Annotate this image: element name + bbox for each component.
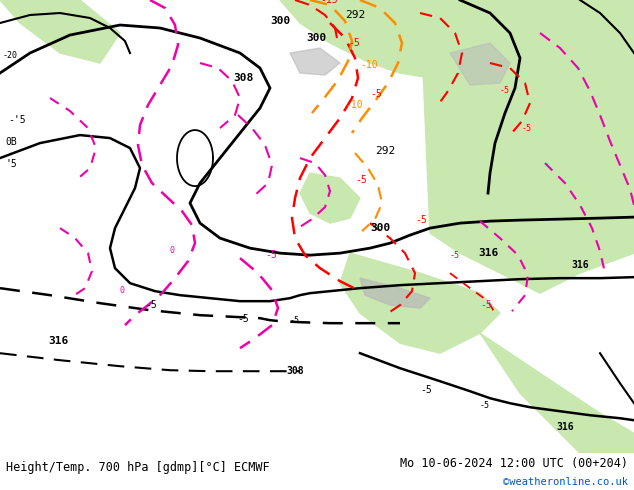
- Text: 308: 308: [286, 366, 304, 376]
- Text: -10: -10: [345, 100, 363, 110]
- Text: -5: -5: [415, 215, 427, 225]
- Text: -5: -5: [450, 251, 460, 260]
- Polygon shape: [480, 333, 634, 453]
- Polygon shape: [290, 48, 340, 75]
- Text: Height/Temp. 700 hPa [gdmp][°C] ECMWF: Height/Temp. 700 hPa [gdmp][°C] ECMWF: [6, 461, 270, 474]
- Text: -5: -5: [290, 316, 300, 325]
- Text: -5: -5: [265, 250, 277, 260]
- Text: -5: -5: [145, 300, 157, 310]
- Text: -5: -5: [355, 175, 366, 185]
- Polygon shape: [450, 43, 510, 85]
- Text: 300: 300: [370, 223, 390, 233]
- Text: -5: -5: [370, 89, 382, 99]
- Text: -10: -10: [360, 60, 378, 70]
- Text: 300: 300: [270, 16, 290, 26]
- Text: -20: -20: [3, 51, 18, 60]
- Text: -5: -5: [522, 124, 532, 133]
- Text: -5: -5: [480, 401, 490, 410]
- Text: 0B: 0B: [5, 137, 16, 147]
- Text: 316: 316: [571, 260, 589, 270]
- Text: -5: -5: [348, 38, 359, 48]
- Polygon shape: [360, 278, 430, 308]
- Text: ©weatheronline.co.uk: ©weatheronline.co.uk: [503, 477, 628, 487]
- Text: -'5: -'5: [8, 115, 25, 125]
- Text: 300: 300: [306, 33, 326, 43]
- Text: 0: 0: [170, 246, 175, 255]
- Polygon shape: [300, 173, 360, 223]
- Text: 308: 308: [233, 73, 253, 83]
- Text: -5: -5: [500, 86, 510, 95]
- Text: -5: -5: [237, 314, 249, 324]
- Text: 0: 0: [120, 286, 125, 295]
- Text: 292: 292: [375, 146, 395, 156]
- Text: J0: J0: [412, 0, 427, 3]
- Polygon shape: [340, 253, 500, 353]
- Text: -5: -5: [480, 300, 492, 310]
- Text: -5: -5: [420, 385, 432, 395]
- Polygon shape: [420, 0, 634, 293]
- Text: 316: 316: [48, 336, 68, 346]
- Text: 316: 316: [478, 248, 498, 258]
- Text: 292: 292: [345, 10, 365, 20]
- Text: Mo 10-06-2024 12:00 UTC (00+204): Mo 10-06-2024 12:00 UTC (00+204): [399, 457, 628, 470]
- Polygon shape: [0, 0, 120, 63]
- Polygon shape: [280, 0, 510, 83]
- Text: 316: 316: [556, 422, 574, 432]
- Text: -15: -15: [320, 0, 338, 5]
- Text: '5: '5: [5, 159, 16, 169]
